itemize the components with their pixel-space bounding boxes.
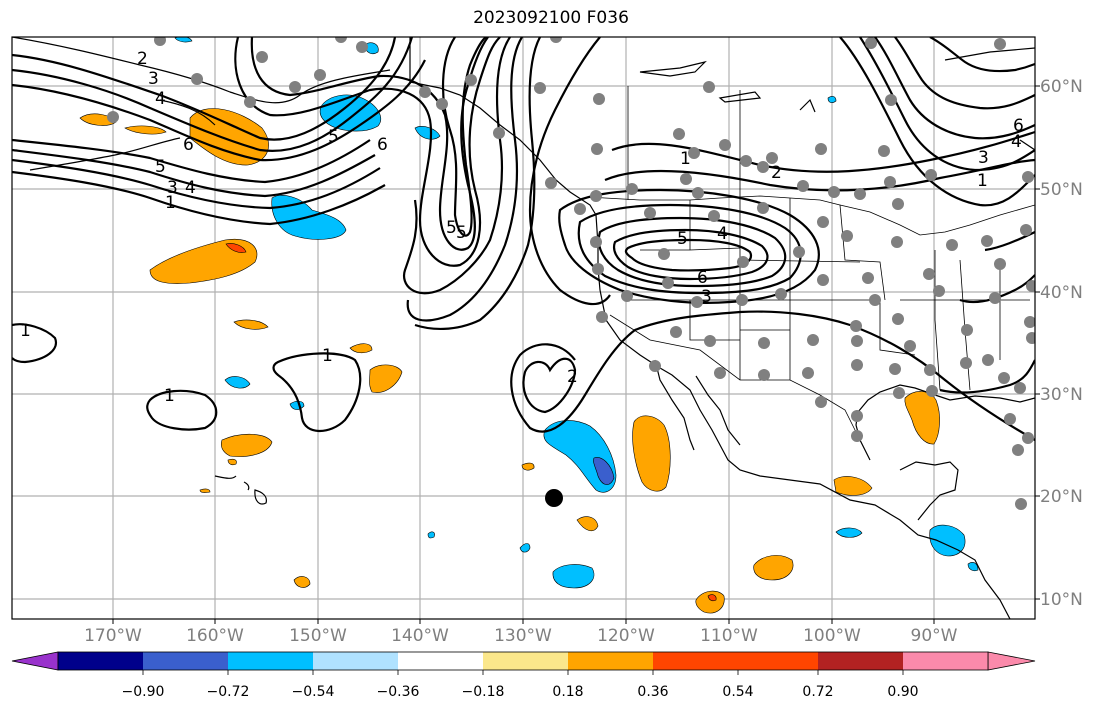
colorbar-label: −0.54 [292, 684, 335, 700]
contour-label: 6 [377, 135, 388, 155]
contour-label: 5 [456, 223, 467, 243]
contour-label: 1 [165, 193, 176, 213]
contour-label: 6 [697, 268, 708, 288]
contour-label: 5 [446, 218, 457, 238]
colorbar-swatch [313, 652, 398, 670]
lat-tick-label: 20°N [1040, 487, 1083, 507]
lon-tick-label: 120°W [597, 626, 655, 646]
colorbar-swatch [738, 652, 818, 670]
colorbar-swatch [58, 652, 143, 670]
contour-label: 4 [1011, 132, 1022, 152]
colorbar-label: −0.18 [462, 684, 505, 700]
lon-tick-label: 130°W [494, 626, 552, 646]
contour-label: 1 [322, 346, 333, 366]
contour-label: 4 [185, 178, 196, 198]
colorbar-swatch [568, 652, 653, 670]
latitude-axis: 60°N 50°N 40°N 30°N 20°N 10°N [1035, 77, 1083, 610]
colorbar-label: 0.54 [722, 684, 753, 700]
lon-tick-label: 160°W [186, 626, 244, 646]
contour-label-group: 2 3 4 6 5 5 6 1 3 4 5 1 1 1 5 2 1 2 5 4 … [20, 49, 1024, 406]
contour-label: 3 [167, 178, 178, 198]
lat-tick-label: 60°N [1040, 77, 1083, 97]
contour-label: 3 [701, 287, 712, 307]
contour-label: 3 [978, 148, 989, 168]
station-markers [107, 37, 1035, 510]
colorbar-label: 0.90 [887, 684, 918, 700]
lon-tick-label: 170°W [84, 626, 142, 646]
coastlines [12, 37, 1035, 619]
lat-tick-label: 50°N [1040, 180, 1083, 200]
colorbar-swatch [228, 652, 313, 670]
colorbar-swatch [818, 652, 903, 670]
map-title: 2023092100 F036 [473, 8, 629, 28]
contour-label: 4 [155, 89, 166, 109]
colorbar: −0.90 −0.72 −0.54 −0.36 −0.18 0.18 0.36 … [11, 651, 1036, 700]
contour-label: 5 [328, 127, 339, 147]
contour-label: 2 [567, 367, 578, 387]
colorbar-label: 0.18 [552, 684, 583, 700]
lon-tick-label: 140°W [391, 626, 449, 646]
contour-label: 3 [148, 69, 159, 89]
contour-label: 5 [155, 157, 166, 177]
lon-tick-label: 90°W [911, 626, 958, 646]
lon-tick-label: 150°W [289, 626, 347, 646]
lon-tick-label: 110°W [700, 626, 758, 646]
contour-label: 4 [717, 224, 728, 244]
colorbar-swatch [143, 652, 228, 670]
lat-tick-label: 40°N [1040, 283, 1083, 303]
colorbar-swatch [398, 652, 483, 670]
colorbar-label: 0.72 [802, 684, 833, 700]
contour-lines [12, 37, 1035, 441]
contour-label: 1 [680, 149, 691, 169]
longitude-axis: 170°W 160°W 150°W 140°W 130°W 120°W 110°… [84, 619, 958, 646]
contour-label: 2 [137, 49, 148, 69]
contour-label: 6 [1013, 116, 1024, 136]
contour-label: 6 [183, 135, 194, 155]
lon-tick-label: 100°W [803, 626, 861, 646]
colorbar-extend-max [987, 651, 1036, 671]
colorbar-swatch [903, 652, 988, 670]
contour-label: 1 [977, 171, 988, 191]
colorbar-extend-min [11, 651, 59, 671]
colorbar-label: 0.36 [637, 684, 668, 700]
contour-label: 5 [677, 229, 688, 249]
lat-tick-label: 10°N [1040, 590, 1083, 610]
colorbar-swatch [653, 652, 738, 670]
colorbar-label: −0.72 [207, 684, 250, 700]
graticule [12, 37, 1035, 619]
contour-label: 1 [20, 321, 31, 341]
colorbar-swatch [483, 652, 568, 670]
storm-center-marker [545, 489, 563, 507]
shaded-field [79, 37, 979, 614]
colorbar-label: −0.36 [377, 684, 420, 700]
lat-tick-label: 30°N [1040, 385, 1083, 405]
colorbar-label: −0.90 [122, 684, 165, 700]
contour-label: 1 [164, 386, 175, 406]
contour-label: 2 [771, 163, 782, 183]
